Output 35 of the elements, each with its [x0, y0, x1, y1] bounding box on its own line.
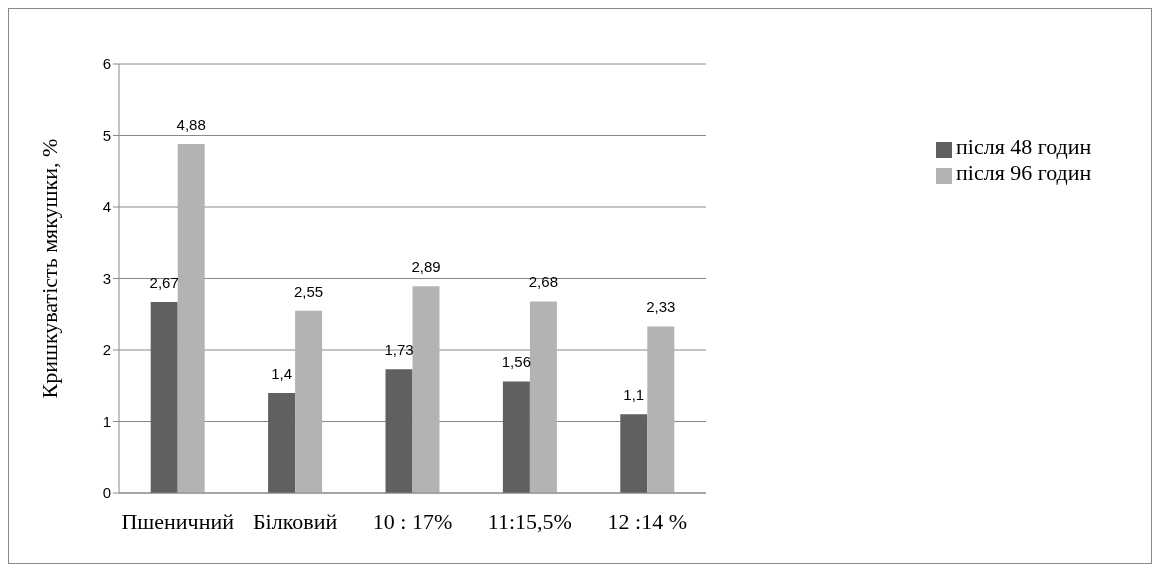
- x-tick-label: 11:15,5%: [487, 508, 572, 534]
- bar: [177, 144, 205, 493]
- data-label: 1,56: [501, 353, 531, 371]
- data-label: 2,67: [149, 274, 179, 292]
- data-label: 1,73: [384, 341, 414, 359]
- data-label: 1,4: [271, 364, 293, 382]
- x-tick-label: 10 : 17%: [372, 508, 453, 534]
- bar: [647, 326, 675, 493]
- data-label: 2,33: [646, 298, 676, 316]
- data-label: 1,1: [623, 386, 645, 404]
- x-tick-label: 12 :14 %: [607, 508, 688, 534]
- bar: [412, 286, 440, 493]
- y-tick-label: 2: [102, 341, 111, 359]
- y-tick-label: 3: [102, 269, 111, 287]
- x-tick-label: Білковий: [252, 508, 338, 534]
- data-label: 2,89: [411, 258, 441, 276]
- y-axis-title: Кришкуватість мякушки, %: [36, 138, 62, 399]
- y-tick-label: 5: [102, 126, 111, 144]
- y-tick-label: 4: [102, 198, 111, 216]
- bar: [620, 414, 648, 493]
- legend-label: після 96 годин: [956, 160, 1092, 185]
- x-tick-label: Пшеничний: [121, 508, 235, 534]
- y-tick-label: 1: [102, 412, 111, 430]
- bar: [150, 302, 178, 493]
- data-label: 4,88: [176, 116, 206, 134]
- bar: [385, 369, 413, 493]
- bar: [295, 310, 323, 493]
- legend-label: після 48 годин: [956, 134, 1092, 159]
- bar: [502, 381, 530, 493]
- bar: [268, 392, 296, 493]
- data-label: 2,55: [294, 282, 324, 300]
- data-label: 2,68: [528, 273, 558, 291]
- bar: [529, 301, 557, 493]
- y-tick-label: 6: [102, 55, 111, 73]
- y-tick-label: 0: [102, 484, 111, 502]
